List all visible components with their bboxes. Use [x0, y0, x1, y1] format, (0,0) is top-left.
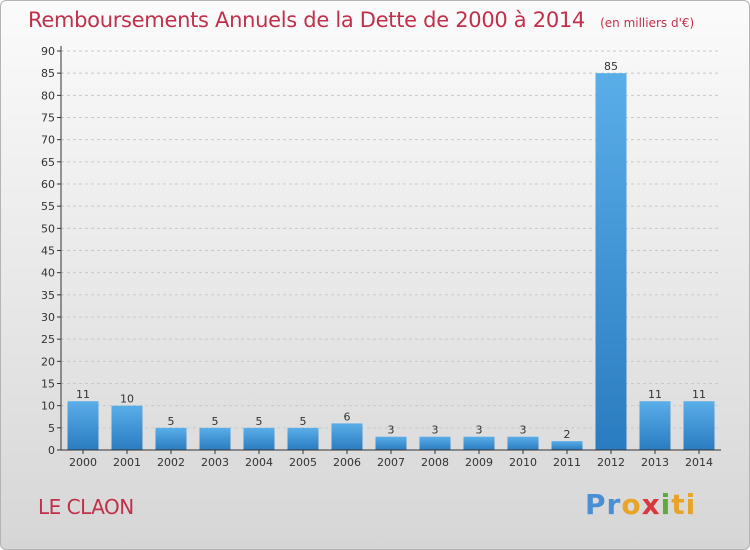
data-label: 5	[212, 415, 219, 428]
bar-layer: 11 10 5 5 5 5 6 3 3 3 3 2 85 11 11	[67, 60, 715, 451]
bar	[639, 401, 671, 450]
data-label: 85	[604, 60, 618, 73]
data-label: 3	[432, 424, 439, 437]
logo-part: i	[660, 488, 672, 521]
commune-name: LE CLAON	[38, 495, 134, 519]
bar	[331, 423, 363, 450]
bar	[111, 405, 143, 450]
x-tick-label: 2006	[333, 456, 361, 469]
y-tick-label: 60	[41, 178, 55, 191]
chart-title: Remboursements Annuels de la Dette de 20…	[28, 8, 585, 32]
data-label: 11	[648, 388, 662, 401]
x-tick-label: 2001	[113, 456, 141, 469]
data-label: 11	[692, 388, 706, 401]
y-tick-label: 25	[41, 333, 55, 346]
x-tick-label: 2010	[509, 456, 537, 469]
bar	[375, 436, 407, 450]
y-tick-label: 80	[41, 89, 55, 102]
logo-part: ti	[671, 488, 697, 521]
data-label: 3	[388, 424, 395, 437]
x-tick-label: 2014	[685, 456, 713, 469]
logo-part: x	[641, 488, 661, 521]
bar	[243, 427, 275, 450]
bar	[287, 427, 319, 450]
data-label: 3	[520, 424, 527, 437]
bar	[155, 427, 187, 450]
x-tick-label: 2009	[465, 456, 493, 469]
y-tick-label: 65	[41, 156, 55, 169]
y-tick-label: 5	[48, 422, 55, 435]
data-label: 3	[476, 424, 483, 437]
y-tick-label: 85	[41, 67, 55, 80]
y-tick-label: 45	[41, 245, 55, 258]
x-tick-label: 2000	[69, 456, 97, 469]
bar	[507, 436, 539, 450]
data-label: 11	[76, 388, 90, 401]
y-tick-label: 20	[41, 355, 55, 368]
bar	[551, 441, 583, 450]
data-label: 2	[564, 428, 571, 441]
data-label: 5	[300, 415, 307, 428]
logo-part: o	[621, 488, 642, 521]
chart-subtitle: (en milliers d'€)	[600, 16, 695, 30]
grid-layer	[61, 50, 721, 429]
y-tick-label: 35	[41, 289, 55, 302]
logo-part: Pr	[585, 488, 622, 521]
bar	[67, 401, 99, 450]
data-label: 10	[120, 393, 134, 406]
x-tick-label: 2012	[597, 456, 625, 469]
data-label: 6	[344, 410, 351, 423]
y-tick-label: 30	[41, 311, 55, 324]
axis-layer: 0510152025303540455055606570758085902000…	[41, 45, 721, 469]
x-tick-label: 2011	[553, 456, 581, 469]
x-tick-label: 2002	[157, 456, 185, 469]
x-tick-label: 2004	[245, 456, 273, 469]
y-tick-label: 10	[41, 400, 55, 413]
bar	[199, 427, 231, 450]
y-tick-label: 50	[41, 222, 55, 235]
x-tick-label: 2008	[421, 456, 449, 469]
data-label: 5	[256, 415, 263, 428]
bar	[595, 73, 627, 451]
proxiti-logo[interactable]: Proxiti	[585, 488, 696, 521]
bar	[463, 436, 495, 450]
y-tick-label: 0	[48, 444, 55, 457]
x-tick-label: 2013	[641, 456, 669, 469]
title-row: Remboursements Annuels de la Dette de 20…	[28, 8, 694, 32]
y-tick-label: 15	[41, 378, 55, 391]
x-tick-label: 2007	[377, 456, 405, 469]
bar	[683, 401, 715, 450]
y-tick-label: 40	[41, 267, 55, 280]
y-tick-label: 55	[41, 200, 55, 213]
y-tick-label: 90	[41, 45, 55, 58]
y-tick-label: 70	[41, 134, 55, 147]
x-tick-label: 2003	[201, 456, 229, 469]
data-label: 5	[168, 415, 175, 428]
y-tick-label: 75	[41, 112, 55, 125]
bar	[419, 436, 451, 450]
x-tick-label: 2005	[289, 456, 317, 469]
